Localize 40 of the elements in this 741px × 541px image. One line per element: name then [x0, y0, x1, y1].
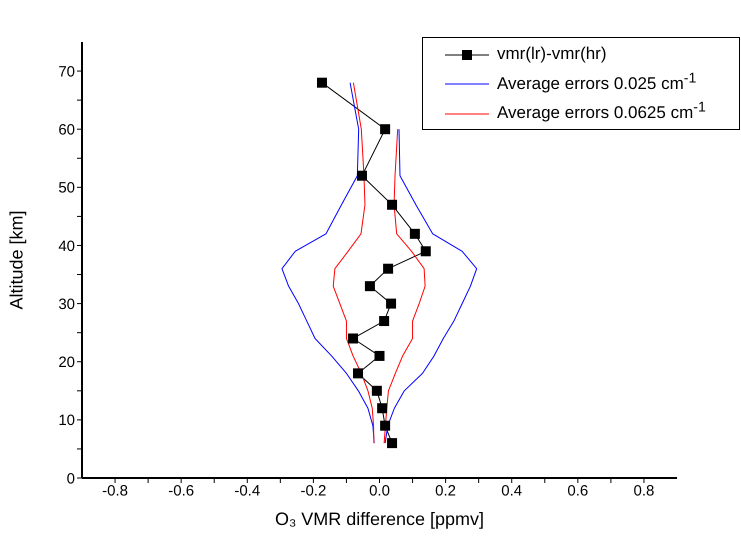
point	[372, 386, 382, 396]
x-tick-label: 0.2	[435, 482, 456, 500]
point	[379, 316, 390, 326]
point	[410, 228, 420, 239]
point	[356, 170, 367, 181]
x-tick-label: 0.0	[369, 482, 390, 500]
x-tick-label: 0.6	[567, 482, 588, 500]
y-axis-title: Altitude [km]	[6, 210, 26, 310]
point	[316, 78, 327, 88]
point	[364, 281, 375, 292]
legend-label: Average errors 0.0625 cm$^{-1}$	[497, 100, 706, 122]
legend-label: Average errors 0.025 cm$^{-1}$	[497, 70, 696, 93]
y-tick-label: 30	[58, 296, 75, 313]
y-tick-label: 20	[58, 354, 75, 372]
point	[380, 420, 390, 431]
point	[380, 124, 390, 134]
y-tick-label: 0	[66, 470, 75, 488]
x-tick-label: 0.8	[634, 482, 654, 500]
x-tick-label: -0.6	[168, 482, 194, 500]
point	[374, 350, 384, 361]
point	[377, 403, 388, 414]
point	[387, 200, 398, 210]
x-tick-label: -0.4	[234, 482, 260, 500]
point	[353, 368, 364, 378]
point	[383, 264, 394, 274]
point	[386, 298, 396, 309]
y-tick-label: 60	[58, 122, 75, 139]
x-tick-label: -0.2	[300, 482, 326, 500]
x-tick-label: 0.4	[501, 482, 522, 500]
y-tick-label: 10	[58, 412, 75, 430]
point	[420, 246, 431, 256]
legend-label: vmr(lr)-vmr(hr)	[497, 44, 607, 63]
point	[348, 333, 358, 344]
y-tick-label: 40	[58, 238, 75, 255]
x-axis-title: O₃ VMR difference [ppmv]	[274, 509, 484, 529]
x-tick-label: -0.8	[102, 482, 128, 500]
point	[387, 438, 398, 448]
y-tick-label: 70	[58, 63, 75, 80]
y-tick-label: 50	[58, 180, 75, 197]
line-series	[332, 82, 374, 444]
